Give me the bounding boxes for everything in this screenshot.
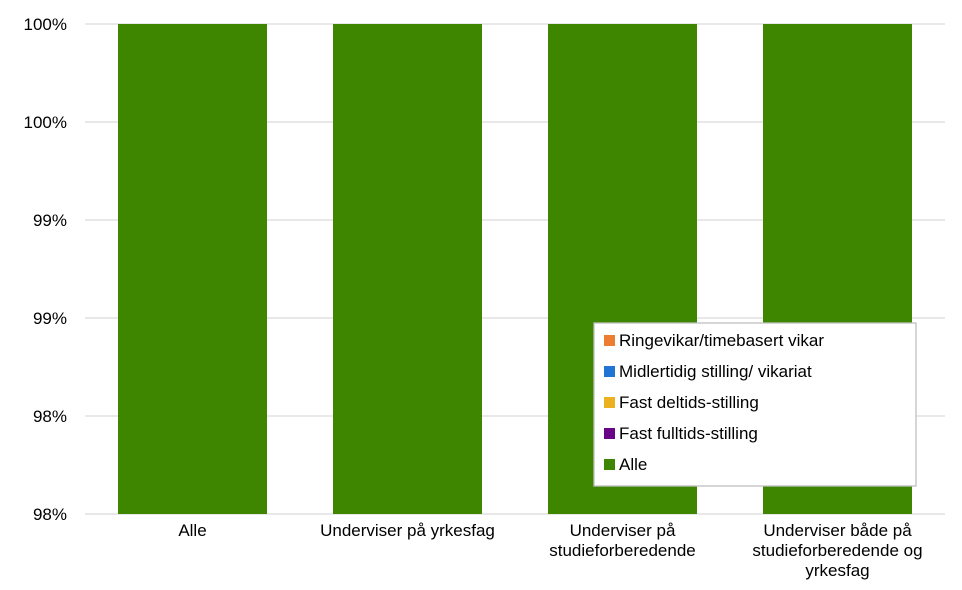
legend-box (593, 322, 917, 487)
legend-swatch (604, 459, 615, 470)
x-category-label: Alle (178, 521, 206, 540)
x-category-label: Underviser på studieforberedende (549, 521, 696, 560)
y-tick-label: 100% (24, 113, 67, 132)
y-tick-label: 98% (33, 407, 67, 426)
legend-swatch (604, 335, 615, 346)
bar-segment-alle (333, 24, 482, 514)
y-tick-label: 100% (24, 15, 67, 34)
y-tick-label: 99% (33, 309, 67, 328)
legend-label: Midlertidig stilling/ vikariat (619, 362, 812, 381)
legend-label: Fast fulltids-stilling (619, 424, 758, 443)
legend-label: Ringevikar/timebasert vikar (619, 331, 824, 350)
legend-swatch (604, 428, 615, 439)
y-tick-label: 98% (33, 505, 67, 524)
x-axis-category-labels: Alle Underviser på yrkesfag Underviser på s… (178, 521, 922, 580)
y-axis-tick-labels: 98% 98% 99% 99% 100% 100% (24, 15, 67, 524)
legend: Ringevikar/timebasert vikar Midlertidig s… (593, 322, 917, 487)
x-category-label: Underviser både på studieforberedende og y… (752, 521, 922, 580)
bar-segment-alle (118, 24, 267, 514)
legend-swatch (604, 397, 615, 408)
legend-label: Alle (619, 455, 647, 474)
x-category-label: Underviser på yrkesfag (320, 521, 495, 540)
y-tick-label: 99% (33, 211, 67, 230)
legend-swatch (604, 366, 615, 377)
legend-label: Fast deltids-stilling (619, 393, 759, 412)
